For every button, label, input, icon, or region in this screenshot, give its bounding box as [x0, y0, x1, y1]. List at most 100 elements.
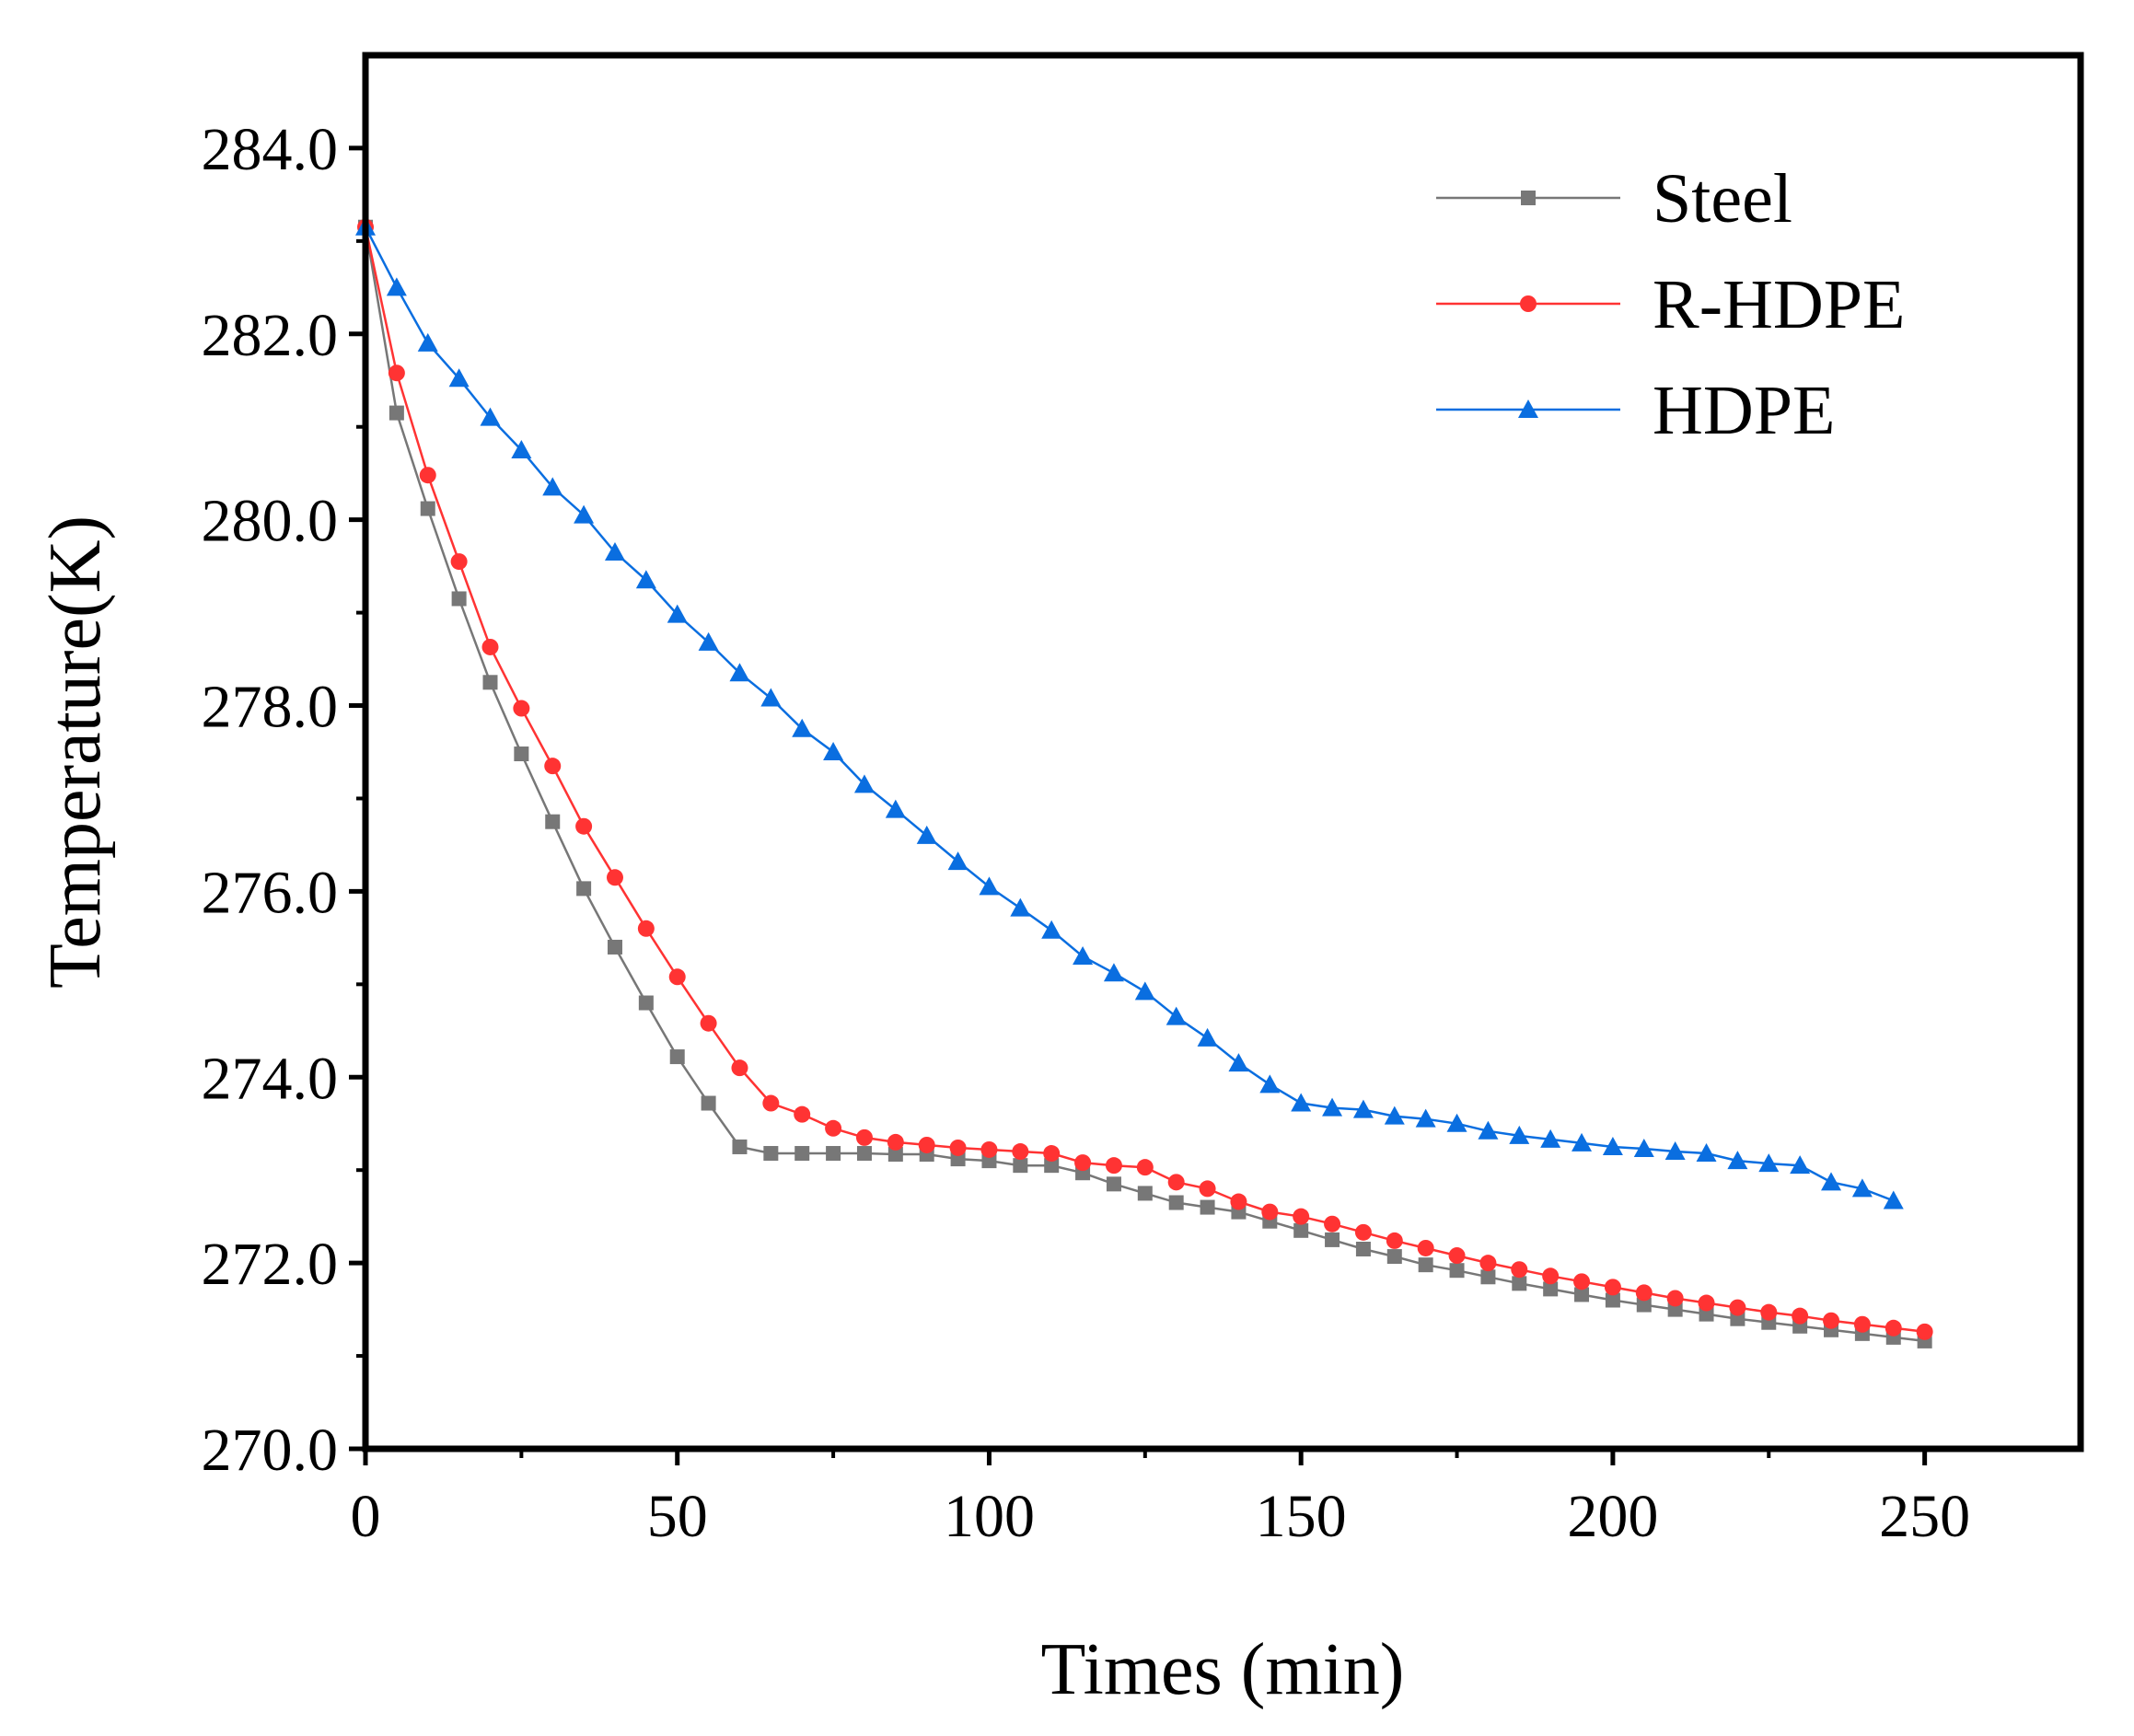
data-point: [448, 368, 470, 388]
data-point: [1511, 1261, 1528, 1279]
data-point: [853, 774, 875, 793]
data-point: [482, 675, 498, 690]
data-point: [638, 995, 654, 1011]
data-point: [792, 718, 813, 737]
data-point: [668, 968, 686, 986]
data-point: [1449, 1263, 1465, 1279]
y-tick-label: 278.0: [202, 674, 339, 741]
data-point: [1573, 1273, 1591, 1290]
data-point: [1666, 1290, 1684, 1307]
data-point: [606, 869, 623, 886]
y-tick-label: 272.0: [202, 1231, 339, 1298]
data-point: [1168, 1195, 1184, 1210]
x-tick-label: 250: [1879, 1483, 1970, 1550]
data-point: [980, 1140, 998, 1158]
plot-frame: [362, 52, 2084, 1452]
data-point: [1853, 1315, 1871, 1333]
x-tick-label: 50: [647, 1483, 708, 1550]
data-point: [1572, 1132, 1593, 1152]
data-point: [1325, 1232, 1340, 1247]
data-point: [669, 1049, 685, 1065]
data-point: [389, 405, 404, 421]
data-point: [481, 638, 499, 655]
data-point: [950, 1152, 966, 1167]
data-point: [763, 1146, 779, 1162]
data-point: [1199, 1180, 1216, 1198]
data-point: [1699, 1306, 1714, 1322]
data-point: [1883, 1190, 1904, 1209]
data-point: [511, 439, 532, 458]
data-point: [576, 881, 592, 897]
data-point: [417, 332, 438, 352]
data-point: [542, 477, 563, 496]
data-point: [1134, 981, 1155, 1001]
data-point: [1667, 1302, 1683, 1317]
y-tick-label: 284.0: [202, 116, 339, 183]
data-point: [1103, 963, 1124, 982]
x-axis-title: Times (min): [1041, 1629, 1405, 1710]
data-point: [918, 1136, 935, 1153]
data-point: [1384, 1105, 1405, 1125]
data-point: [1636, 1297, 1652, 1313]
data-point: [575, 817, 593, 835]
y-tick-label: 270.0: [202, 1417, 339, 1484]
data-point: [1760, 1303, 1778, 1321]
data-point: [949, 1139, 967, 1156]
data-point: [1448, 1247, 1466, 1265]
data-point: [1823, 1312, 1840, 1329]
data-point: [1821, 1172, 1842, 1191]
data-point: [1916, 1323, 1933, 1340]
series-steel: [358, 219, 1932, 1348]
data-point: [1790, 1155, 1811, 1175]
series-hdpe: [355, 216, 1904, 1209]
data-point: [420, 501, 435, 516]
data-point: [1136, 1159, 1154, 1176]
tick-layer: 0 50 100 150 200 250 270.0 272.0 274.0 276.0 278.0…: [202, 116, 1971, 1550]
data-point: [1043, 1145, 1061, 1163]
y-tick-label: 276.0: [202, 859, 339, 926]
data-point: [1479, 1255, 1497, 1272]
data-point: [1073, 946, 1094, 966]
data-point: [1010, 897, 1031, 917]
data-point: [979, 876, 1000, 896]
data-point: [823, 742, 844, 760]
data-point: [604, 541, 625, 561]
legend: Steel R-HDPE HDPE: [1436, 160, 1905, 449]
y-axis-title: Temperature(K): [35, 515, 116, 989]
data-point: [1792, 1307, 1809, 1325]
data-point: [1386, 1232, 1403, 1249]
data-point: [1730, 1311, 1745, 1326]
data-point: [667, 604, 688, 623]
data-point: [1230, 1193, 1247, 1210]
data-point: [1293, 1208, 1310, 1225]
y-tick-label: 282.0: [202, 302, 339, 369]
legend-marker: [1518, 399, 1538, 418]
data-point: [545, 814, 561, 829]
data-point: [856, 1146, 872, 1162]
data-point: [826, 1146, 841, 1162]
data-point: [1355, 1241, 1371, 1256]
data-point: [637, 920, 655, 937]
data-point: [855, 1128, 873, 1146]
x-tick-label: 100: [944, 1483, 1035, 1550]
data-point: [1354, 1223, 1372, 1241]
data-point: [1604, 1279, 1621, 1296]
data-point: [1322, 1097, 1343, 1117]
data-point: [1259, 1074, 1281, 1094]
data-point: [1166, 1006, 1187, 1025]
data-point: [1446, 1113, 1467, 1132]
data-point: [607, 939, 622, 955]
data-point: [1291, 1093, 1312, 1112]
data-point: [1574, 1287, 1590, 1302]
data-point: [1417, 1239, 1434, 1256]
data-point: [544, 758, 562, 775]
data-point: [1352, 1099, 1374, 1118]
data-point: [794, 1105, 811, 1123]
data-point: [1729, 1299, 1746, 1316]
data-point: [1885, 1319, 1902, 1337]
data-point: [732, 1139, 748, 1154]
data-point: [701, 1095, 716, 1111]
legend-item-r-hdpe: R-HDPE: [1436, 266, 1905, 343]
data-point: [1635, 1284, 1653, 1302]
data-point: [916, 825, 937, 844]
